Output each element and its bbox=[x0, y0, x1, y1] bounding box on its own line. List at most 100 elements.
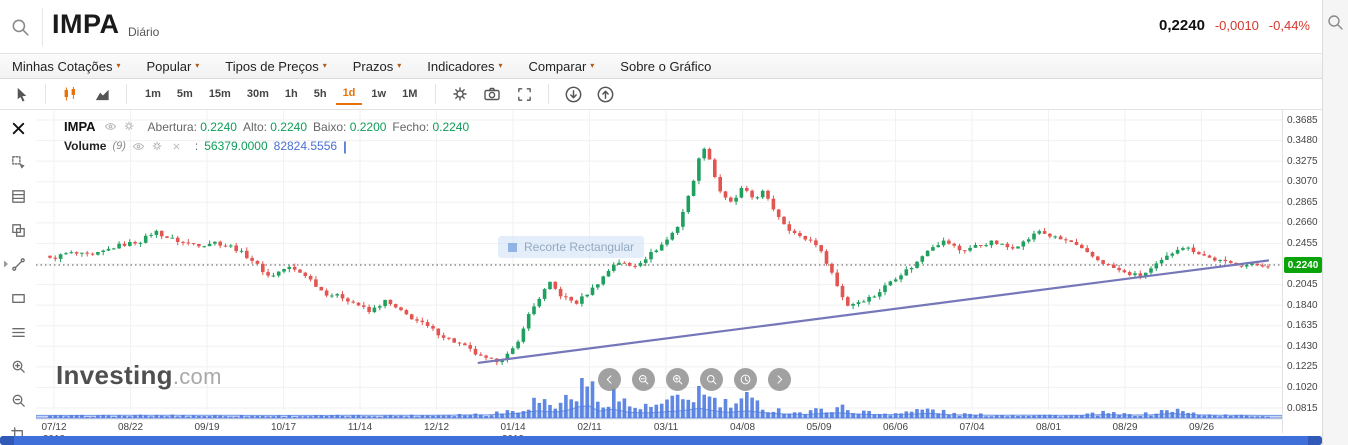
chevron-down-icon: ▾ bbox=[195, 61, 200, 70]
menu-item-popular[interactable]: Popular ▾ bbox=[146, 59, 199, 74]
volume-separator: : bbox=[194, 139, 199, 153]
menu-item-minhas-cotacoes[interactable]: Minhas Cotações ▾ bbox=[12, 59, 120, 74]
legend-gear-icon[interactable] bbox=[123, 120, 136, 133]
volume-cursor-mark: | bbox=[343, 138, 347, 154]
price-axis-label: 0.1225 bbox=[1287, 361, 1318, 373]
price-axis-label: 0.2455 bbox=[1287, 237, 1318, 249]
chevron-down-icon: ▾ bbox=[590, 61, 595, 70]
menu-item-tipos-de-precos[interactable]: Tipos de Preços ▾ bbox=[225, 59, 326, 74]
collapse-panel-arrow[interactable] bbox=[0, 256, 12, 272]
chart-plot[interactable]: IMPA Abertura: 0.2240 Alto: 0.2240 Baixo: … bbox=[36, 110, 1282, 420]
time-axis-date: 08/22 bbox=[117, 422, 144, 433]
zoom-out-button[interactable] bbox=[632, 368, 655, 391]
save-chart-button[interactable] bbox=[560, 82, 586, 106]
timeframe-1d[interactable]: 1d bbox=[335, 83, 363, 105]
legend-symbol: IMPA bbox=[64, 118, 96, 134]
price-axis-label: 0.1430 bbox=[1287, 340, 1318, 352]
time-axis-label: 02/11 bbox=[560, 422, 620, 433]
zoom-in-icon bbox=[10, 358, 27, 375]
chart-type-area-button[interactable] bbox=[89, 82, 115, 106]
history-button[interactable] bbox=[734, 368, 757, 391]
chart-scrollbar[interactable] bbox=[0, 436, 1322, 445]
visibility-eye-icon[interactable] bbox=[104, 120, 117, 133]
select-tool-button[interactable] bbox=[6, 152, 30, 174]
timeframe-1h[interactable]: 1h bbox=[278, 84, 305, 104]
area-chart-icon bbox=[94, 86, 111, 103]
timeframe-15m[interactable]: 15m bbox=[202, 84, 238, 104]
pan-left-button[interactable] bbox=[598, 368, 621, 391]
search-icon bbox=[1326, 13, 1346, 31]
visibility-eye-icon[interactable] bbox=[132, 140, 145, 153]
timeframe-5h[interactable]: 5h bbox=[307, 84, 334, 104]
toolbar-separator bbox=[45, 84, 46, 104]
fibonacci-icon bbox=[10, 188, 27, 205]
rectangle-icon bbox=[10, 290, 27, 307]
price-change: -0,0010 bbox=[1214, 18, 1259, 33]
timeframe-1m[interactable]: 1m bbox=[138, 84, 168, 104]
symbol-search-button[interactable] bbox=[10, 14, 36, 40]
time-axis-label: 04/08 bbox=[713, 422, 773, 433]
volume-param: (9) bbox=[112, 140, 126, 152]
menu-item-prazos[interactable]: Prazos ▾ bbox=[353, 59, 401, 74]
fibonacci-tool-button[interactable] bbox=[6, 186, 30, 208]
download-circle-icon bbox=[564, 85, 583, 104]
cursor-tool-button[interactable] bbox=[8, 82, 34, 106]
zoom-in-button[interactable] bbox=[666, 368, 689, 391]
time-axis-label: 06/06 bbox=[866, 422, 926, 433]
last-price: 0,2240 bbox=[1159, 17, 1205, 34]
load-chart-button[interactable] bbox=[592, 82, 618, 106]
time-axis-label: 10/17 bbox=[254, 422, 314, 433]
volume-gear-icon[interactable] bbox=[151, 140, 164, 153]
trendline-tool-button[interactable] bbox=[6, 254, 30, 276]
price-axis[interactable]: 0.3685 0.3480 0.3275 0.3070 0.2865 0.2660 0.24… bbox=[1282, 110, 1322, 433]
close-panel-button[interactable] bbox=[6, 118, 30, 140]
fullscreen-button[interactable] bbox=[511, 82, 537, 106]
zoom-out-tool-button[interactable] bbox=[6, 389, 30, 411]
rectangle-clip-icon bbox=[508, 242, 517, 252]
time-axis-date: 09/19 bbox=[194, 422, 220, 433]
timeframe-5m[interactable]: 5m bbox=[170, 84, 200, 104]
period-label: Diário bbox=[128, 25, 160, 39]
search-button[interactable] bbox=[1326, 12, 1346, 32]
zoom-fit-button[interactable] bbox=[700, 368, 723, 391]
pan-right-button[interactable] bbox=[768, 368, 791, 391]
price-block: 0,2240 -0,0010 -0,44% bbox=[1159, 17, 1310, 34]
volume-label: Volume bbox=[64, 139, 107, 153]
collapse-arrow-icon bbox=[0, 258, 12, 270]
zoom-fit-icon bbox=[705, 373, 718, 386]
menu-item-comparar[interactable]: Comparar ▾ bbox=[528, 59, 594, 74]
zoom-in-icon bbox=[671, 373, 684, 386]
gear-icon bbox=[451, 85, 469, 103]
time-axis-label: 08/01 bbox=[1019, 422, 1079, 433]
price-change-percent: -0,44% bbox=[1268, 18, 1310, 33]
current-price-badge: 0.2240 bbox=[1284, 257, 1322, 273]
zoom-out-icon bbox=[637, 373, 650, 386]
rectangle-tool-button[interactable] bbox=[6, 288, 30, 310]
screenshot-button[interactable] bbox=[479, 82, 505, 106]
legend-symbol-row: IMPA Abertura: 0.2240 Alto: 0.2240 Baixo: … bbox=[64, 116, 469, 136]
toolbar-separator bbox=[126, 84, 127, 104]
lines-tool-button[interactable] bbox=[6, 321, 30, 343]
menu-item-label: Sobre o Gráfico bbox=[620, 58, 712, 74]
time-axis-label: 05/09 bbox=[789, 422, 849, 433]
time-axis-date: 09/26 bbox=[1188, 422, 1215, 433]
menu-item-indicadores[interactable]: Indicadores ▾ bbox=[427, 59, 502, 74]
menu-item-sobre-o-grafico[interactable]: Sobre o Gráfico bbox=[620, 59, 711, 74]
watermark: Investing.com bbox=[56, 360, 222, 391]
time-axis-date: 05/09 bbox=[806, 422, 832, 433]
chart-type-candlestick-button[interactable] bbox=[57, 82, 83, 106]
remove-indicator-icon[interactable] bbox=[170, 140, 183, 153]
time-axis-date: 11/14 bbox=[347, 422, 373, 433]
timeframe-1M[interactable]: 1M bbox=[395, 84, 424, 104]
clone-tool-button[interactable] bbox=[6, 220, 30, 242]
candlestick-chart[interactable] bbox=[36, 110, 1282, 420]
timeframe-1w[interactable]: 1w bbox=[364, 84, 393, 104]
settings-button[interactable] bbox=[447, 82, 473, 106]
timeframe-30m[interactable]: 30m bbox=[240, 84, 276, 104]
time-axis-label: 09/26 bbox=[1172, 422, 1232, 433]
symbol-title: IMPA bbox=[52, 9, 120, 39]
zoom-in-tool-button[interactable] bbox=[6, 355, 30, 377]
pointer-icon bbox=[13, 86, 30, 103]
camera-icon bbox=[483, 85, 501, 103]
